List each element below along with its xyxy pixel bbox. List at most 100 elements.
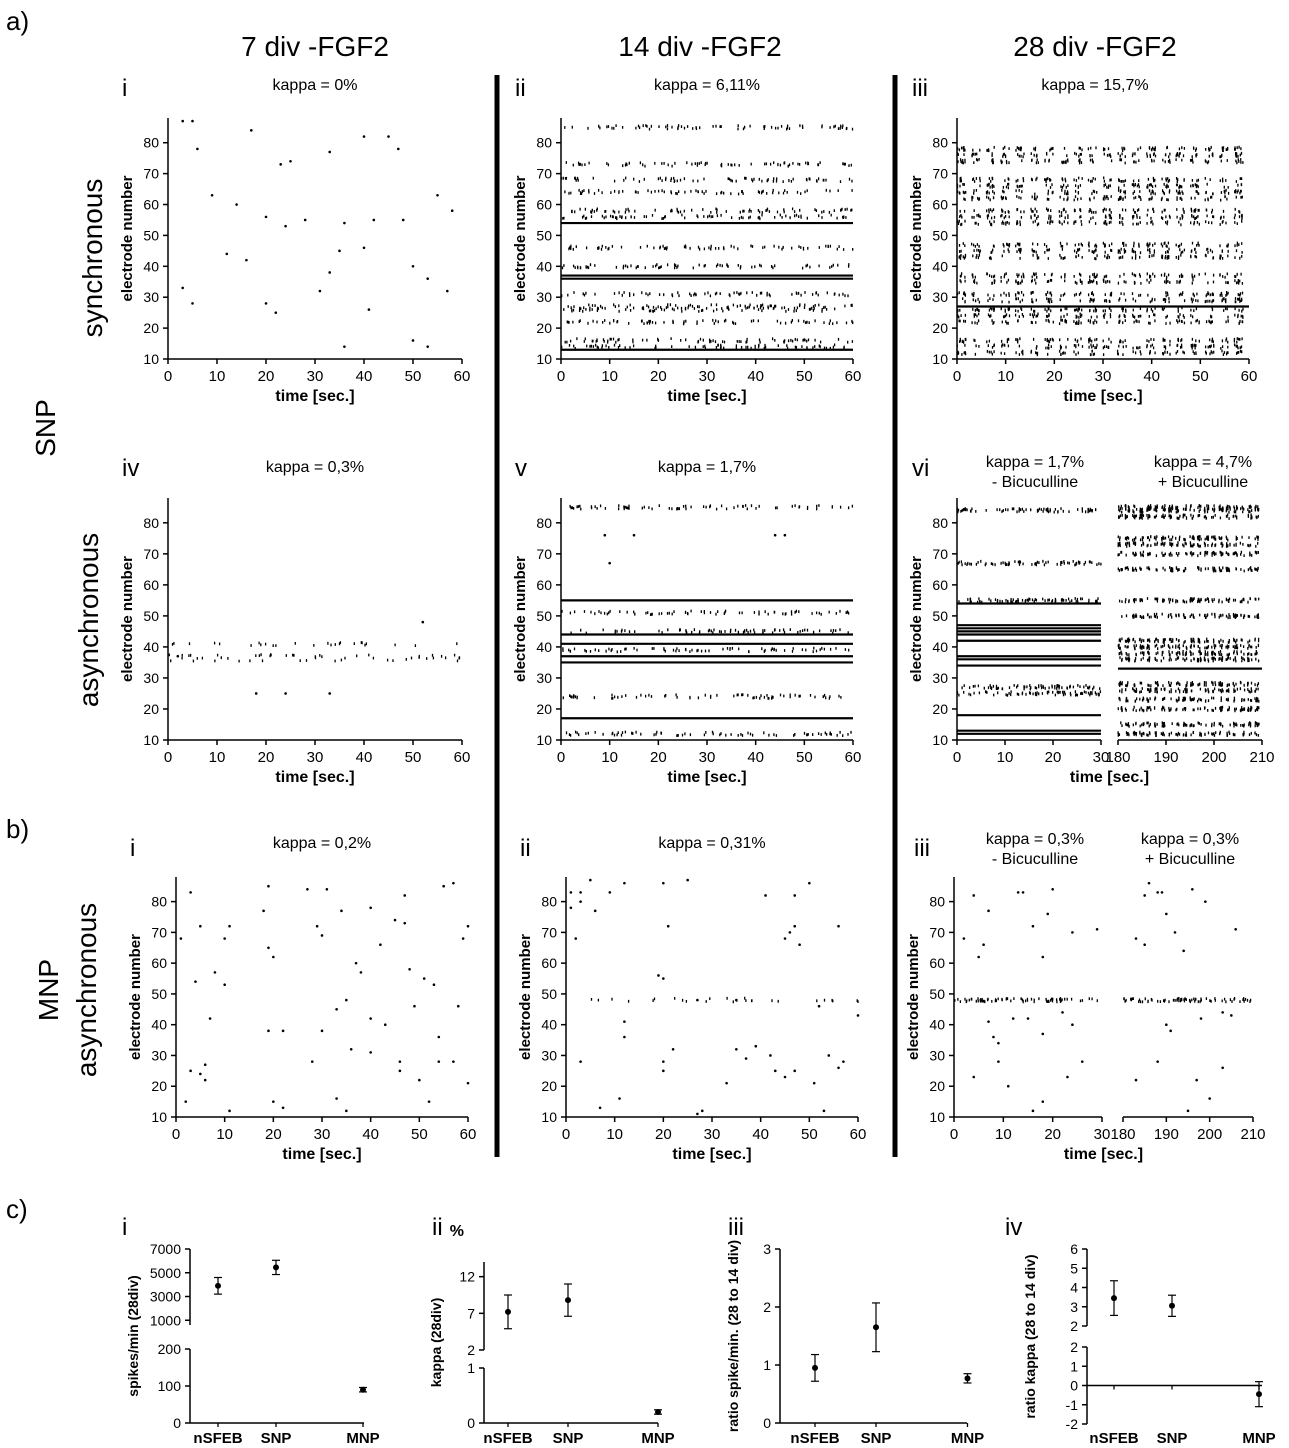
y-tick-label: 20 [536, 320, 552, 336]
spike-point [338, 249, 341, 253]
spike-point [579, 900, 582, 903]
y-axis-label: electrode number [512, 556, 529, 682]
y-tick-label: 3 [1070, 1299, 1078, 1315]
spike-point [972, 894, 976, 897]
spike-point [1169, 1029, 1172, 1033]
spike-point [343, 221, 346, 225]
panel-title: kappa = 6,11% [654, 77, 760, 94]
category-label: SNP [553, 1430, 584, 1447]
spike-point [461, 937, 465, 940]
spike-point [267, 884, 270, 888]
x-axis-label: time [sec.] [1064, 1146, 1143, 1163]
spike-point [279, 163, 283, 166]
spike-point [1041, 1032, 1045, 1036]
spike-point [225, 252, 229, 256]
y-tick-label: 12 [459, 1269, 475, 1285]
spike-point [1021, 891, 1025, 894]
spike-train [959, 278, 1244, 285]
spike-point [1234, 928, 1237, 931]
panel-title: kappa = 0,2% [273, 835, 371, 852]
spike-point [442, 884, 445, 888]
panel-numeral: iv [122, 455, 139, 482]
spike-point [199, 924, 202, 928]
spike-point [422, 977, 426, 980]
y-tick-label: 70 [932, 166, 948, 182]
spike-train [956, 343, 1243, 350]
raster-panel-a-iv: iv kappa = 0,3% 10 20 30 40 50 60 70 80 0 10 20 30 40 5… [119, 455, 470, 786]
data-point [1169, 1302, 1175, 1309]
spike-point [1134, 937, 1138, 940]
y-tick-label: 80 [932, 135, 948, 151]
spike-train [956, 188, 1242, 196]
x-tick-label: 20 [650, 749, 667, 766]
x-axis-label: time [sec.] [667, 769, 746, 786]
spike-point [184, 1100, 188, 1103]
spike-point [369, 906, 372, 910]
data-point [273, 1264, 279, 1271]
spike-train [956, 312, 1244, 319]
spike-point [764, 894, 767, 897]
spike-point [569, 906, 573, 910]
y-tick-label: 30 [541, 1047, 557, 1063]
y-tick-label: 80 [151, 894, 167, 910]
spike-train [1117, 730, 1260, 737]
spike-point [817, 1004, 821, 1008]
y-tick-label: 10 [541, 1109, 557, 1125]
spike-train [956, 290, 1244, 298]
x-tick-label: 60 [850, 1126, 867, 1143]
panel-title: kappa = 1,7% [658, 459, 756, 476]
spike-point [328, 271, 332, 274]
data-point [1256, 1391, 1262, 1398]
spike-point [725, 1081, 728, 1085]
category-label: MNP [641, 1430, 674, 1447]
column-heading-14div: 14 div -FGF2 [618, 31, 781, 62]
x-tick-label: 190 [1153, 749, 1178, 766]
x-tick-label: 0 [164, 749, 172, 766]
spike-point [196, 147, 199, 151]
spike-point [345, 998, 348, 1002]
spike-point [788, 931, 792, 934]
spike-point [623, 1035, 626, 1039]
spike-train [956, 145, 1242, 153]
spike-train [1118, 507, 1260, 514]
x-tick-label: 10 [997, 749, 1014, 766]
spike-point [987, 1020, 990, 1023]
spike-point [264, 302, 268, 305]
spike-point [213, 971, 217, 974]
spike-point [1066, 1075, 1069, 1079]
spike-train [560, 176, 853, 183]
spike-train [957, 158, 1244, 165]
raster-panel-a-ii: ii kappa = 6,11% 10 20 30 40 50 60 70 80 0 10 20 30 40… [512, 75, 861, 405]
spike-train [171, 641, 458, 647]
spike-point [281, 1106, 285, 1110]
x-tick-label: 40 [1143, 368, 1160, 385]
spike-point [1051, 888, 1054, 891]
y-tick-label: 0 [763, 1415, 771, 1431]
y-tick-label: 60 [541, 955, 557, 971]
spike-train [1118, 597, 1260, 604]
panel-numeral: iii [914, 835, 930, 862]
x-tick-label: 40 [752, 1126, 769, 1143]
spike-point [1031, 1109, 1035, 1113]
spike-train [959, 213, 1243, 221]
spike-train [564, 188, 853, 196]
y-tick-label: 3000 [150, 1289, 181, 1305]
spike-point [194, 980, 197, 983]
spike-train [168, 653, 456, 660]
spike-train [958, 318, 1244, 326]
x-tick-label: 60 [454, 749, 471, 766]
y-tick-label: 50 [143, 608, 159, 624]
spike-train [1118, 696, 1260, 703]
x-axis-label: time [sec.] [1070, 769, 1149, 786]
section-a-label: a) [6, 6, 29, 36]
panel-title: kappa = 0,3% [266, 459, 364, 476]
category-label: nSFEB [193, 1430, 242, 1447]
row-label-synchronous: synchronous [77, 179, 108, 338]
x-tick-label: 180 [1105, 749, 1130, 766]
y-axis-label: kappa (28div) [428, 1298, 444, 1387]
x-tick-label: 20 [1045, 749, 1062, 766]
spike-point [354, 961, 358, 965]
raster-panel-b-i: i kappa = 0,2% 10 20 30 40 50 60 70 80 0 10 20 30 40 50… [127, 835, 476, 1163]
x-tick-label: 20 [655, 1126, 672, 1143]
spike-point [793, 894, 797, 897]
